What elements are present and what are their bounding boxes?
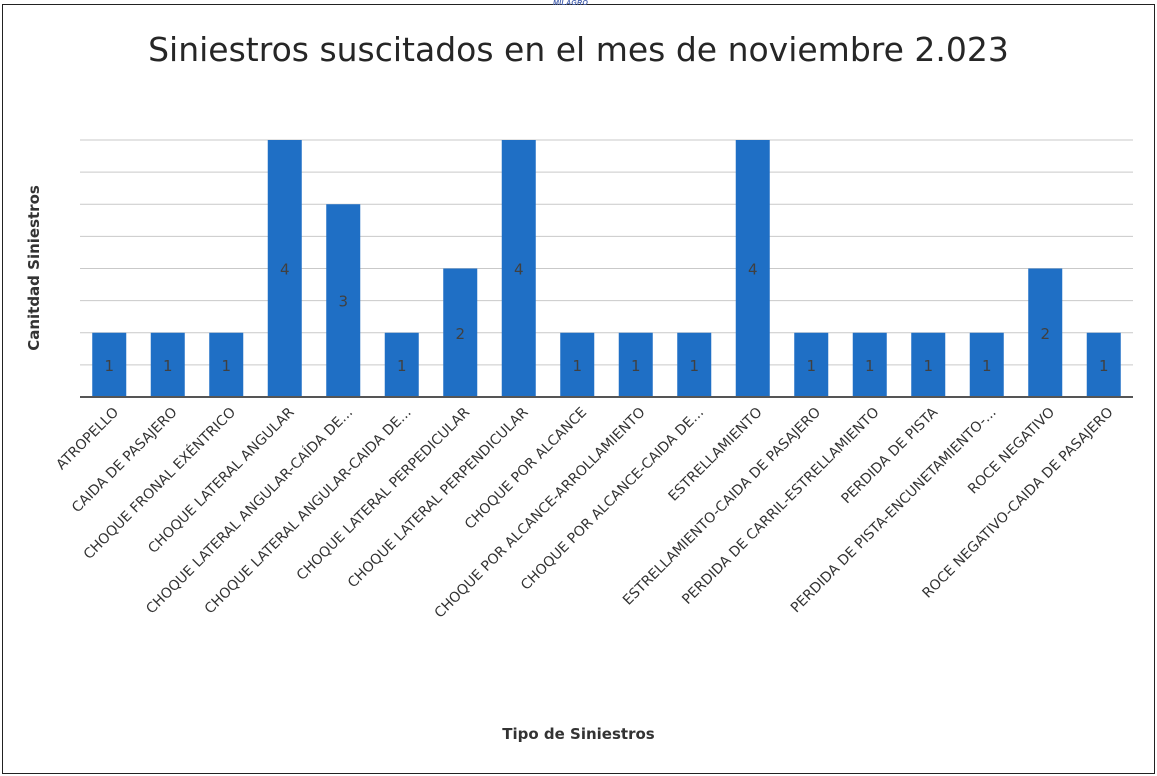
x-axis-title: Tipo de Siniestros <box>502 725 655 743</box>
bar <box>1086 332 1121 397</box>
x-tick-label: CHOQUE LATERAL ANGULAR-CAIDA DE... <box>202 405 415 618</box>
bar <box>1028 268 1063 397</box>
data-label: 3 <box>338 293 348 311</box>
data-label: 1 <box>104 357 114 375</box>
data-label: 4 <box>514 261 524 279</box>
bar <box>794 332 829 397</box>
x-tick-label: PERDIDA DE PISTA <box>839 404 942 507</box>
x-tick-label: CHOQUE LATERAL ANGULAR-CAÍDA DE... <box>143 404 357 618</box>
data-label: 4 <box>748 261 758 279</box>
bar <box>618 332 653 397</box>
x-tick-label: PERDIDA DE PISTA-ENCUNETAMIENTO-... <box>788 405 1000 617</box>
data-label: 1 <box>631 357 641 375</box>
x-tick-label: ESTRELLAMIENTO-CAIDA DE PASAJERO <box>620 405 824 609</box>
bar <box>969 332 1004 397</box>
bar <box>852 332 887 397</box>
data-label: 1 <box>163 357 173 375</box>
x-tick-label: CAIDA DE PASAJERO <box>69 405 181 517</box>
bar <box>150 332 185 397</box>
x-tick-label: CHOQUE POR ALCANCE-ARROLLAMIENTO <box>432 405 649 622</box>
data-label: 2 <box>455 325 465 343</box>
bar <box>443 268 478 397</box>
bar <box>326 204 361 397</box>
data-label: 1 <box>806 357 816 375</box>
chart-title: Siniestros suscitados en el mes de novie… <box>148 30 1009 69</box>
bar <box>209 332 244 397</box>
data-label: 1 <box>572 357 582 375</box>
data-label: 1 <box>689 357 699 375</box>
bar <box>911 332 946 397</box>
bar <box>560 332 595 397</box>
bar <box>735 140 770 397</box>
data-label: 1 <box>397 357 407 375</box>
bar <box>501 140 536 397</box>
bar <box>267 140 302 397</box>
data-label: 4 <box>280 261 290 279</box>
data-label: 1 <box>865 357 875 375</box>
data-label: 1 <box>221 357 231 375</box>
bar <box>384 332 419 397</box>
data-label: 1 <box>1099 357 1109 375</box>
data-label: 1 <box>923 357 933 375</box>
bar <box>677 332 712 397</box>
data-label: 1 <box>982 357 992 375</box>
x-tick-label: CHOQUE POR ALCANCE <box>462 405 590 533</box>
bar <box>92 332 127 397</box>
header-logo-text: MILAGRO <box>553 0 589 7</box>
data-label: 2 <box>1040 325 1050 343</box>
